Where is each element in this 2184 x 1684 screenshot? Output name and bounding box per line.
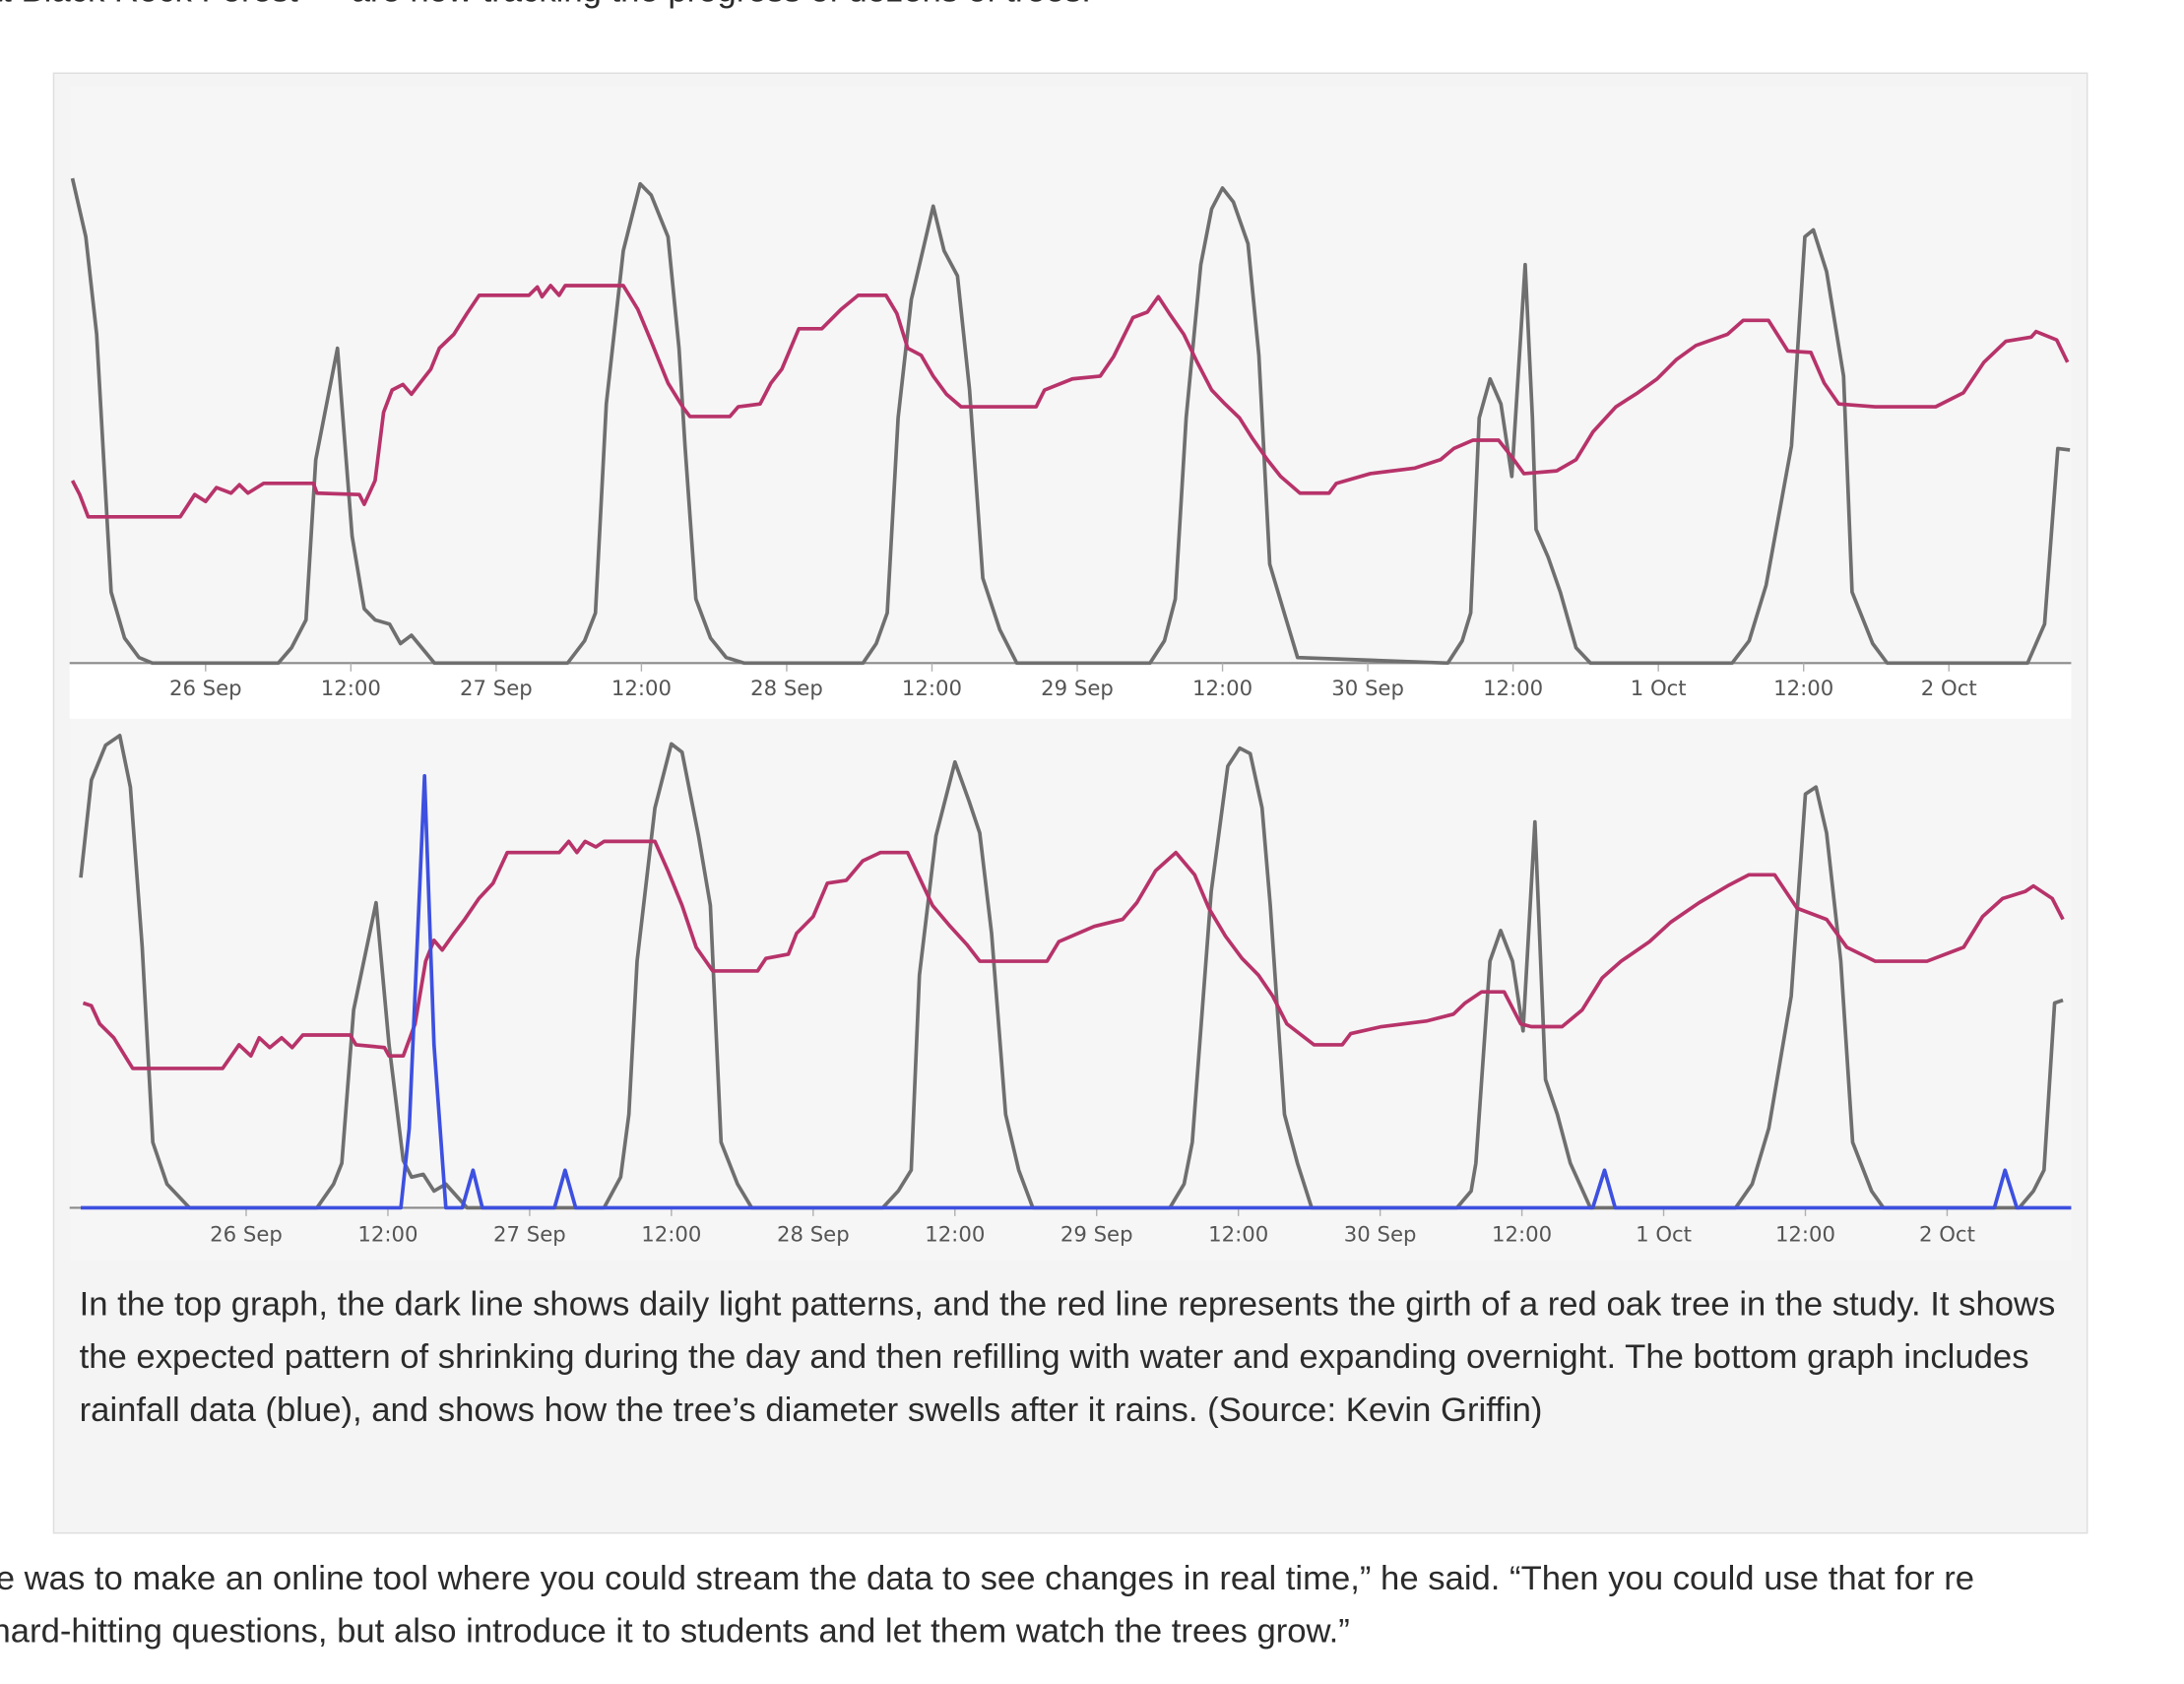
x-tick-label: 29 Sep	[1041, 677, 1114, 701]
chart-background	[69, 86, 2072, 664]
x-tick-label: 12:00	[641, 1223, 701, 1248]
x-tick-label: 27 Sep	[493, 1223, 566, 1248]
axis-band	[69, 663, 2072, 719]
x-tick-label: 29 Sep	[1060, 1223, 1133, 1248]
x-tick-label: 1 Oct	[1631, 677, 1687, 701]
x-tick-label: 12:00	[925, 1223, 985, 1248]
x-tick-label: 1 Oct	[1636, 1223, 1692, 1248]
x-tick-label: 12:00	[1208, 1223, 1268, 1248]
body-text: e was to make an online tool where you c…	[0, 1560, 1975, 1598]
body-text: hard-hitting questions, but also introdu…	[0, 1613, 1350, 1652]
series-line	[70, 284, 2070, 519]
intro-text: at Black Rock Forest — are now tracking …	[0, 0, 1091, 11]
x-tick-label: 12:00	[1192, 677, 1253, 701]
x-tick-label: 12:00	[611, 677, 672, 701]
series-line	[81, 774, 2072, 1210]
x-tick-label: 12:00	[1492, 1223, 1552, 1248]
x-tick-label: 28 Sep	[777, 1223, 850, 1248]
x-tick-label: 2 Oct	[1919, 1223, 1975, 1248]
x-tick-label: 12:00	[1775, 1223, 1835, 1248]
x-tick-label: 26 Sep	[210, 1223, 283, 1248]
caption: In the top graph, the dark line shows da…	[79, 1285, 2056, 1430]
chart-background	[69, 718, 2072, 1262]
x-tick-label: 30 Sep	[1331, 677, 1404, 701]
series-line	[79, 734, 2064, 1210]
x-tick-label: 12:00	[902, 677, 962, 701]
x-tick-label: 12:00	[357, 1223, 418, 1248]
x-tick-label: 12:00	[1483, 677, 1543, 701]
x-tick-label: 26 Sep	[169, 677, 242, 701]
series-line	[70, 177, 2071, 666]
series-line	[82, 839, 2065, 1070]
x-tick-label: 28 Sep	[750, 677, 823, 701]
x-tick-label: 27 Sep	[460, 677, 533, 701]
x-tick-label: 2 Oct	[1921, 677, 1977, 701]
x-tick-label: 12:00	[1773, 677, 1833, 701]
x-tick-label: 30 Sep	[1344, 1223, 1417, 1248]
x-tick-label: 12:00	[321, 677, 381, 701]
